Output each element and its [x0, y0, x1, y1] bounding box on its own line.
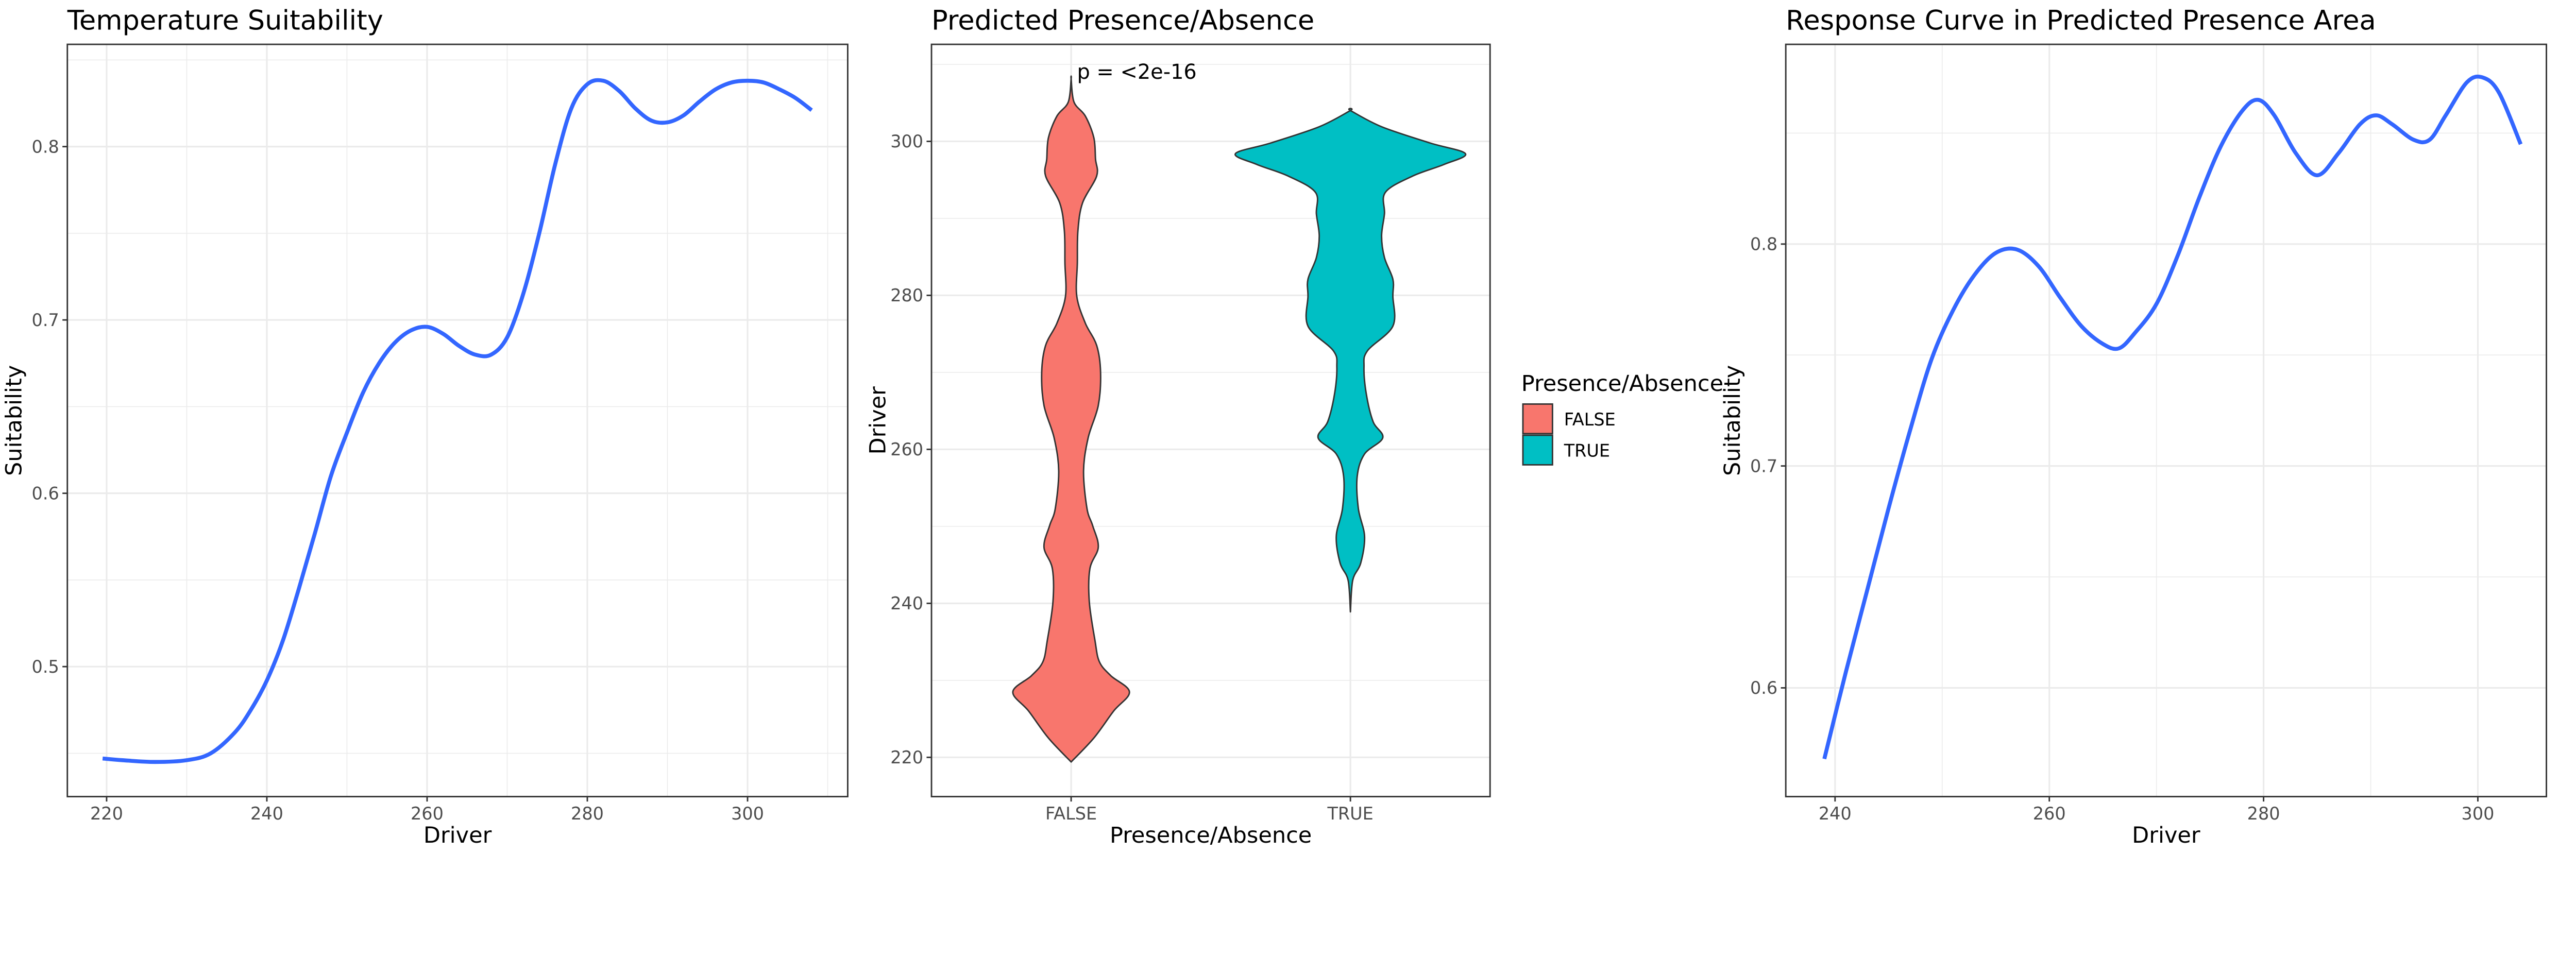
x-axis-title: Presence/Absence: [1110, 823, 1312, 848]
panel-3: 0.6 0.7 0.8 240 260 280 300 Response Curve in P…: [1720, 5, 2548, 848]
legend: Presence/Absence FALSE TRUE: [1521, 371, 1723, 466]
y-tick-label: 0.8: [32, 136, 59, 157]
y-tick-label: 0.5: [32, 657, 59, 677]
x-tick-label: 240: [1819, 804, 1852, 824]
plot-title: Temperature Suitability: [67, 5, 383, 36]
panel-1: 0.5 0.6 0.7 0.8 220 240 260 280 300 Temperature S…: [1, 5, 849, 848]
x-tick-label: TRUE: [1327, 804, 1373, 824]
legend-key-true: [1522, 434, 1553, 466]
y-tick-label: 300: [890, 131, 923, 151]
figure: 0.5 0.6 0.7 0.8 220 240 260 280 300 Temperature S…: [1, 5, 2548, 848]
legend-label: TRUE: [1564, 440, 1610, 460]
x-tick-label: 260: [2033, 804, 2066, 824]
legend-title: Presence/Absence: [1521, 371, 1723, 397]
x-axis-title: Driver: [2132, 823, 2200, 848]
y-tick-label: 260: [890, 439, 923, 459]
legend-label: FALSE: [1564, 409, 1616, 430]
panel-2: 220 240 260 280 300 FALSE TRUE p = <2e-16 Predic…: [866, 5, 1491, 848]
x-axis-title: Driver: [423, 823, 492, 848]
x-tick-label: 220: [90, 804, 123, 824]
x-tick-label: 300: [2462, 804, 2495, 824]
y-tick-label: 0.6: [1750, 678, 1777, 698]
legend-key-false: [1522, 403, 1553, 435]
p-value-annotation: p = <2e-16: [1077, 60, 1196, 84]
y-tick-label: 280: [890, 285, 923, 305]
x-tick-label: 240: [250, 804, 283, 824]
x-tick-label: 300: [731, 804, 764, 824]
plot-title: Response Curve in Predicted Presence Are…: [1786, 5, 2376, 36]
violin-true: [1234, 108, 1467, 613]
plot-title: Predicted Presence/Absence: [931, 5, 1314, 36]
y-tick-label: 0.7: [1750, 456, 1777, 476]
y-axis-title: Suitability: [1, 365, 27, 476]
x-tick-label: FALSE: [1045, 804, 1097, 824]
y-tick-label: 220: [890, 747, 923, 767]
y-tick-label: 240: [890, 593, 923, 613]
y-axis-title: Suitability: [1720, 365, 1745, 476]
response-curve-line: [102, 78, 813, 764]
plot-frame: [930, 43, 1491, 797]
plot-frame: [1785, 43, 2548, 797]
y-tick-label: 0.8: [1750, 234, 1777, 254]
x-tick-label: 260: [411, 804, 444, 824]
x-tick-label: 280: [571, 804, 604, 824]
plot-frame: [66, 43, 849, 797]
y-axis-title: Driver: [866, 386, 891, 455]
y-tick-label: 0.7: [32, 310, 59, 330]
y-tick-label: 0.6: [32, 483, 59, 503]
violin-false: [1012, 75, 1130, 763]
response-curve-line: [1822, 74, 2523, 760]
x-tick-label: 280: [2247, 804, 2280, 824]
